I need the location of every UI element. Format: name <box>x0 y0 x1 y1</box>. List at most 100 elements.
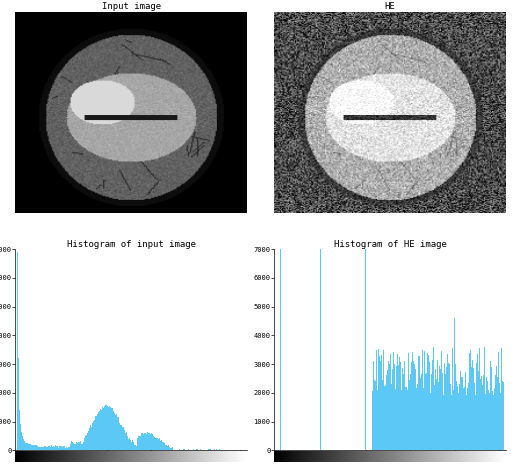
Bar <box>452 348 453 450</box>
Bar <box>63 447 64 450</box>
Bar <box>453 350 454 450</box>
Bar <box>421 374 422 450</box>
Bar <box>181 449 182 450</box>
Bar <box>29 444 30 450</box>
Bar <box>37 446 38 450</box>
Bar <box>53 446 54 450</box>
Bar <box>126 436 127 450</box>
Bar <box>478 371 479 450</box>
Bar <box>30 444 31 450</box>
Bar <box>139 436 140 450</box>
Bar <box>463 388 464 450</box>
Bar <box>395 389 396 450</box>
Bar <box>440 369 441 450</box>
Bar <box>432 360 433 450</box>
Bar <box>474 383 475 450</box>
Bar <box>425 374 426 450</box>
Bar <box>378 348 379 450</box>
Bar <box>480 380 481 450</box>
Bar <box>458 392 459 450</box>
Bar <box>410 374 411 450</box>
Bar <box>115 415 116 450</box>
Bar <box>155 438 156 450</box>
Bar <box>111 408 112 450</box>
Bar <box>404 374 405 450</box>
Bar <box>434 369 436 450</box>
Bar <box>320 244 321 450</box>
Bar <box>386 375 388 450</box>
Bar <box>372 391 373 450</box>
Bar <box>482 385 483 450</box>
Bar <box>202 449 203 450</box>
Bar <box>484 347 485 450</box>
Bar <box>22 436 23 450</box>
Bar <box>84 438 85 450</box>
Bar <box>214 449 215 450</box>
Bar <box>446 367 447 450</box>
Bar <box>41 447 42 450</box>
Bar <box>113 411 114 450</box>
Bar <box>388 362 389 450</box>
Bar <box>420 369 421 450</box>
Bar <box>82 444 83 450</box>
Bar <box>456 381 457 450</box>
Bar <box>497 377 498 450</box>
Bar <box>445 374 446 450</box>
Bar <box>119 420 120 450</box>
Bar <box>50 447 51 450</box>
Bar <box>374 380 375 450</box>
Bar <box>442 373 443 450</box>
Bar <box>415 369 416 450</box>
Bar <box>441 351 442 450</box>
Bar <box>137 438 138 450</box>
Bar <box>465 372 466 450</box>
Bar <box>178 449 179 450</box>
Bar <box>157 438 158 450</box>
Bar <box>492 391 493 450</box>
Bar <box>100 409 101 450</box>
Bar <box>416 388 417 450</box>
Bar <box>459 384 460 450</box>
Bar <box>392 369 393 450</box>
Bar <box>375 381 376 450</box>
Bar <box>110 407 111 450</box>
Bar <box>200 449 201 450</box>
Bar <box>477 383 478 450</box>
Bar <box>43 447 44 450</box>
Bar <box>383 349 384 450</box>
Bar <box>208 449 209 450</box>
Bar <box>461 377 462 450</box>
Bar <box>385 380 386 450</box>
Bar <box>460 372 461 450</box>
Bar <box>194 449 195 450</box>
Bar <box>31 445 32 450</box>
Bar <box>437 379 438 450</box>
Bar <box>105 405 106 450</box>
Bar <box>109 406 110 450</box>
Bar <box>500 392 501 450</box>
Bar <box>379 356 380 450</box>
Bar <box>25 443 26 450</box>
Bar <box>54 447 55 450</box>
Bar <box>92 423 93 450</box>
Bar <box>56 447 57 450</box>
Bar <box>130 439 131 450</box>
Bar <box>68 447 69 450</box>
Bar <box>405 387 406 450</box>
Bar <box>99 411 100 450</box>
Bar <box>447 355 448 450</box>
Bar <box>219 449 220 450</box>
Bar <box>86 433 87 450</box>
Bar <box>168 446 169 450</box>
Bar <box>413 361 414 450</box>
Bar <box>154 437 155 450</box>
Bar <box>64 446 65 450</box>
Bar <box>499 383 500 450</box>
Bar <box>167 446 168 450</box>
Bar <box>88 431 89 450</box>
Bar <box>401 368 402 450</box>
Bar <box>33 445 34 450</box>
Bar <box>365 244 366 450</box>
Bar <box>75 444 76 450</box>
Bar <box>128 438 130 450</box>
